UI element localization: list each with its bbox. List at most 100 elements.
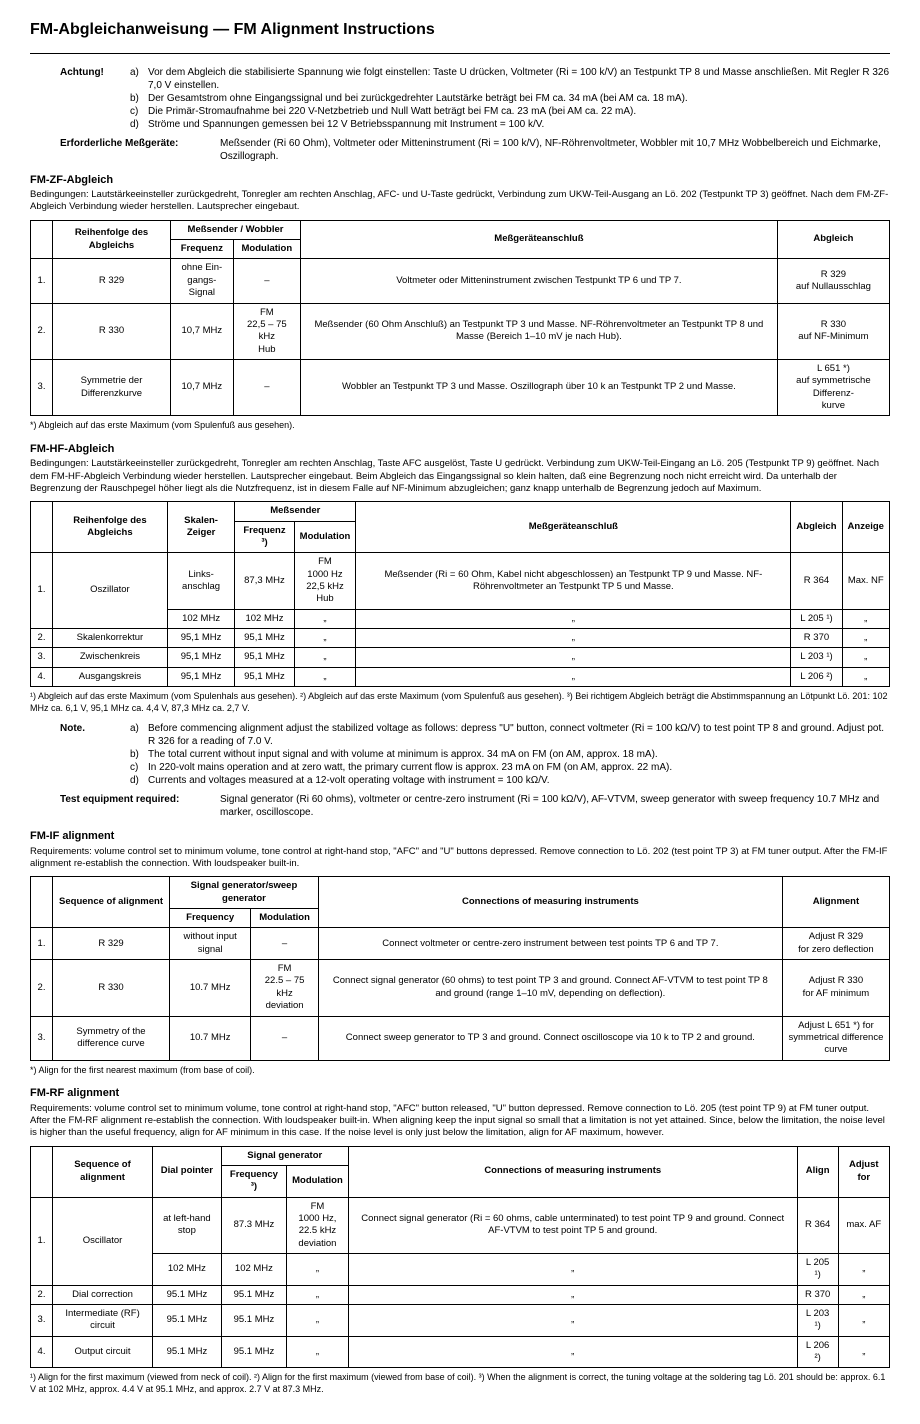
table-cell: „ — [842, 667, 889, 686]
hf-h-freq: Frequenz ³) — [235, 521, 294, 553]
table-cell: „ — [287, 1285, 349, 1304]
table-cell: 95,1 MHz — [235, 629, 294, 648]
table-cell: R 370 — [797, 1285, 838, 1304]
table-cell: R 364 — [791, 553, 842, 609]
table-cell: Zwischenkreis — [53, 648, 168, 667]
table-cell: 102 MHz — [153, 1253, 222, 1285]
table-cell: Meßsender (Ri = 60 Ohm, Kabel nicht abge… — [356, 553, 791, 609]
table-cell: 2. — [31, 629, 53, 648]
if-h-gen: Signal generator/sweep generator — [170, 877, 319, 909]
if-cond: Requirements: volume control set to mini… — [30, 846, 890, 871]
table-cell: Intermediate (RF) circuit — [53, 1304, 153, 1336]
zf-h-seq: Reihenfolge des Abgleichs — [53, 220, 171, 259]
table-cell: Links-anschlag — [167, 553, 234, 609]
zf-h-conn: Meßgeräteanschluß — [301, 220, 778, 259]
if-h-freq: Frequency — [170, 909, 251, 928]
table-cell: Meßsender (60 Ohm Anschluß) an Testpunkt… — [301, 303, 778, 359]
table-cell: 2. — [31, 960, 53, 1016]
table-cell: – — [251, 1016, 319, 1060]
zf-h-align: Abgleich — [777, 220, 889, 259]
table-cell: Symmetrie der Differenzkurve — [53, 359, 171, 415]
table-cell: 87.3 MHz — [221, 1197, 286, 1253]
table-cell: Max. NF — [842, 553, 889, 609]
table-cell: L 206 ²) — [791, 667, 842, 686]
hf-table: Reihenfolge des Abgleichs Skalen- Zeiger… — [30, 501, 890, 687]
table-cell: 4. — [31, 1336, 53, 1368]
table-cell: 1. — [31, 553, 53, 629]
table-cell: FM1000 Hz,22.5 kHzdeviation — [287, 1197, 349, 1253]
zf-h-mod: Modulation — [233, 240, 300, 259]
table-cell: „ — [348, 1336, 797, 1368]
table-cell: Connect signal generator (Ri = 60 ohms, … — [348, 1197, 797, 1253]
table-cell: „ — [842, 629, 889, 648]
table-cell: L 205 ¹) — [797, 1253, 838, 1285]
en-equip-label: Test equipment required: — [60, 793, 220, 819]
de-equip-label: Erforderliche Meßgeräte: — [60, 137, 220, 163]
table-cell: 2. — [31, 1285, 53, 1304]
note-item: a)Before commencing alignment adjust the… — [130, 722, 890, 748]
table-cell: Connect voltmeter or centre-zero instrum… — [318, 928, 782, 960]
table-cell: 102 MHz — [167, 609, 234, 628]
zf-h-gen: Meßsender / Wobbler — [171, 220, 301, 239]
table-cell: 95,1 MHz — [167, 667, 234, 686]
table-cell: „ — [287, 1253, 349, 1285]
hf-h-conn: Meßgeräteanschluß — [356, 502, 791, 553]
table-cell: 95,1 MHz — [167, 648, 234, 667]
achtung-block: Achtung! a)Vor dem Abgleich die stabilis… — [30, 66, 890, 131]
table-cell: FM22.5 – 75 kHzdeviation — [251, 960, 319, 1016]
table-cell: 10,7 MHz — [171, 303, 234, 359]
table-cell: „ — [356, 667, 791, 686]
table-cell: „ — [356, 609, 791, 628]
rf-title: FM-RF alignment — [30, 1086, 890, 1100]
table-cell: 3. — [31, 1304, 53, 1336]
table-cell: R 330 — [53, 303, 171, 359]
if-h-align: Alignment — [782, 877, 889, 928]
table-cell: „ — [838, 1285, 889, 1304]
table-cell: 10,7 MHz — [171, 359, 234, 415]
table-row: 4.Output circuit95.1 MHz95.1 MHz„„L 206 … — [31, 1336, 890, 1368]
table-cell: „ — [294, 629, 356, 648]
note-item: d)Currents and voltages measured at a 12… — [130, 774, 890, 787]
rf-h-align: Align — [797, 1146, 838, 1197]
table-cell: FM22,5 – 75 kHzHub — [233, 303, 300, 359]
table-cell: Wobbler an Testpunkt TP 3 und Masse. Osz… — [301, 359, 778, 415]
table-row: 1.OszillatorLinks-anschlag87,3 MHzFM1000… — [31, 553, 890, 609]
hf-h-dial: Skalen- Zeiger — [167, 502, 234, 553]
table-cell: FM1000 Hz22,5 kHzHub — [294, 553, 356, 609]
table-cell: 102 MHz — [221, 1253, 286, 1285]
note-item: c)Die Primär-Stromaufnahme bei 220 V-Net… — [130, 105, 890, 118]
table-cell: Symmetry of the difference curve — [53, 1016, 170, 1060]
if-table: Sequence of alignment Signal generator/s… — [30, 876, 890, 1060]
note-item: b)Der Gesamtstrom ohne Eingangssignal un… — [130, 92, 890, 105]
table-cell: „ — [842, 609, 889, 628]
table-row: 2.Skalenkorrektur95,1 MHz95,1 MHz„„R 370… — [31, 629, 890, 648]
table-cell: Connect signal generator (60 ohms) to te… — [318, 960, 782, 1016]
note-item: d)Ströme und Spannungen gemessen bei 12 … — [130, 118, 890, 131]
table-cell: R 364 — [797, 1197, 838, 1253]
table-cell: 4. — [31, 667, 53, 686]
rf-h-ind: Adjust for — [838, 1146, 889, 1197]
table-cell: R 370 — [791, 629, 842, 648]
table-cell: at left-hand stop — [153, 1197, 222, 1253]
table-cell: L 205 ¹) — [791, 609, 842, 628]
table-cell: 1. — [31, 928, 53, 960]
rf-table: Sequence of alignment Dial pointer Signa… — [30, 1146, 890, 1369]
table-cell: „ — [842, 648, 889, 667]
table-cell: 95.1 MHz — [221, 1336, 286, 1368]
table-cell: 95.1 MHz — [153, 1304, 222, 1336]
if-title: FM-IF alignment — [30, 829, 890, 843]
rf-foot: ¹) Align for the first maximum (viewed f… — [30, 1372, 890, 1395]
note-item: c)In 220-volt mains operation and at zer… — [130, 761, 890, 774]
table-cell: „ — [287, 1336, 349, 1368]
table-cell: L 203 ¹) — [791, 648, 842, 667]
achtung-label: Achtung! — [60, 66, 130, 131]
if-foot: *) Align for the first nearest maximum (… — [30, 1065, 890, 1077]
zf-cond: Bedingungen: Lautstärkeeinsteller zurück… — [30, 189, 890, 214]
hf-cond: Bedingungen: Lautstärkeeinsteller zurück… — [30, 458, 890, 495]
hf-h-ind: Anzeige — [842, 502, 889, 553]
table-cell: „ — [348, 1253, 797, 1285]
table-cell: 3. — [31, 1016, 53, 1060]
table-cell: „ — [348, 1285, 797, 1304]
table-cell: „ — [838, 1253, 889, 1285]
table-row: 3.Symmetry of the difference curve10.7 M… — [31, 1016, 890, 1060]
